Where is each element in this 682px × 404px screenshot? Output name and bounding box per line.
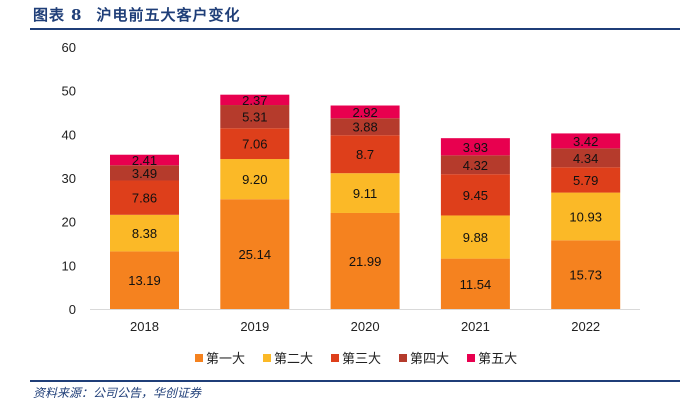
y-tick-label: 40: [62, 127, 76, 142]
legend: 第一大 第二大 第三大 第四大 第五大: [195, 348, 517, 367]
bar-segment: [440, 138, 510, 156]
figure-label: 图表: [33, 6, 66, 24]
bar-stack-2018: 13.19 8.38 7.86 3.492.41: [110, 153, 179, 309]
bar-segment: [440, 155, 510, 175]
legend-swatch: [263, 353, 272, 362]
data-label: 2.37: [242, 93, 267, 108]
data-label: 9.88: [463, 230, 488, 245]
bar-segment: [220, 105, 290, 129]
legend-label: 第五大: [478, 352, 518, 367]
bar-segment: [330, 105, 400, 119]
source-note: 资料来源：公司公告，华创证券: [33, 386, 202, 400]
bar-stack-2022: 15.73 10.93 5.79 4.34 3.42: [551, 133, 621, 309]
x-tick-label: 2019: [240, 319, 269, 334]
data-label: 25.14: [239, 247, 272, 262]
bar-segment: [440, 174, 510, 216]
y-tick-label: 60: [62, 40, 76, 55]
legend-label: 第二大: [274, 352, 314, 367]
title-divider: [30, 28, 680, 30]
bar-segment: [110, 180, 179, 215]
data-label: 3.93: [463, 140, 488, 155]
data-label: 7.86: [132, 191, 157, 206]
bar-segment: [110, 165, 179, 181]
figure-title-text: 沪电前五大客户变化: [96, 6, 241, 24]
legend-item: 第二大: [263, 348, 313, 367]
legend-swatch: [195, 353, 203, 362]
y-tick-label: 30: [62, 171, 76, 186]
data-label: 4.34: [573, 151, 598, 166]
bar-segment: [551, 240, 621, 309]
data-label: 3.88: [352, 120, 377, 135]
legend-swatch: [467, 353, 476, 362]
legend-item: 第四大: [399, 348, 449, 367]
bar-segment: [551, 133, 621, 149]
figure-title: 图表 8 沪电前五大客户变化: [33, 4, 240, 25]
data-label: 9.45: [463, 188, 488, 203]
source-divider: [30, 380, 680, 382]
data-label: 9.20: [242, 172, 267, 187]
bar-segment: [440, 215, 510, 259]
bar-segment: [551, 148, 621, 168]
y-axis-ticks: 0 10 20 30 40 50 60: [62, 40, 76, 317]
bars: 13.19 8.38 7.86 3.492.41 25.14 9.20 7.06 5.31 2.…: [110, 93, 621, 309]
data-label: 8.7: [356, 147, 374, 162]
legend-label: 第一大: [206, 352, 246, 367]
y-tick-label: 10: [62, 258, 76, 273]
data-label: 21.99: [349, 254, 382, 269]
bar-stack-2021: 11.54 9.88 9.45 4.32 3.93: [440, 138, 510, 309]
bar-segment: [330, 118, 400, 136]
x-axis-ticks: 2018 2019 2020 2021 2022: [130, 319, 600, 334]
bar-segment: [220, 128, 290, 160]
bar-segment: [551, 192, 621, 241]
data-label: 15.73: [569, 268, 602, 283]
x-tick-label: 2022: [571, 319, 600, 334]
bar-segment: [220, 159, 290, 200]
x-tick-label: 2018: [130, 319, 159, 334]
y-tick-label: 50: [62, 84, 76, 99]
bar-segment: [330, 212, 400, 309]
data-label: 3.42: [573, 134, 598, 149]
x-tick-label: 2021: [461, 319, 490, 334]
legend-item: 第五大: [467, 348, 517, 367]
data-label: 11.54: [460, 277, 492, 292]
data-label: 13.19: [128, 273, 161, 288]
data-label: 2.92: [352, 105, 377, 120]
data-label: 9.11: [353, 186, 377, 201]
figure-number: 8: [71, 6, 83, 24]
bar-stack-2019: 25.14 9.20 7.06 5.31 2.37: [220, 93, 290, 309]
legend-label: 第三大: [342, 352, 382, 367]
y-tick-label: 0: [69, 302, 76, 317]
bar-segment: [110, 251, 179, 309]
bar-segment: [220, 94, 290, 106]
data-label: 8.38: [132, 226, 157, 241]
legend-item: 第一大: [195, 348, 245, 367]
bar-segment: [330, 135, 400, 174]
data-label: 5.31: [242, 110, 267, 125]
bar-segment: [110, 214, 179, 252]
data-label: 4.32: [463, 158, 488, 173]
bar-segment: [551, 167, 621, 193]
bar-segment: [330, 173, 400, 213]
bar-segment: [110, 154, 179, 166]
x-tick-label: 2020: [351, 319, 380, 334]
data-label: 10.93: [569, 209, 602, 224]
legend-label: 第四大: [410, 352, 450, 367]
bar-segment: [440, 258, 510, 309]
bar-segment: [220, 199, 290, 309]
data-label: 3.49: [132, 166, 157, 181]
y-tick-label: 20: [62, 215, 76, 230]
data-label: 7.06: [242, 137, 267, 152]
legend-swatch: [331, 353, 340, 362]
bar-stack-2020: 21.99 9.11 8.7 3.882.92: [330, 105, 400, 309]
legend-item: 第三大: [331, 348, 381, 367]
data-label: 5.79: [573, 173, 598, 188]
legend-swatch: [399, 353, 408, 362]
data-label: 2.41: [132, 153, 157, 168]
